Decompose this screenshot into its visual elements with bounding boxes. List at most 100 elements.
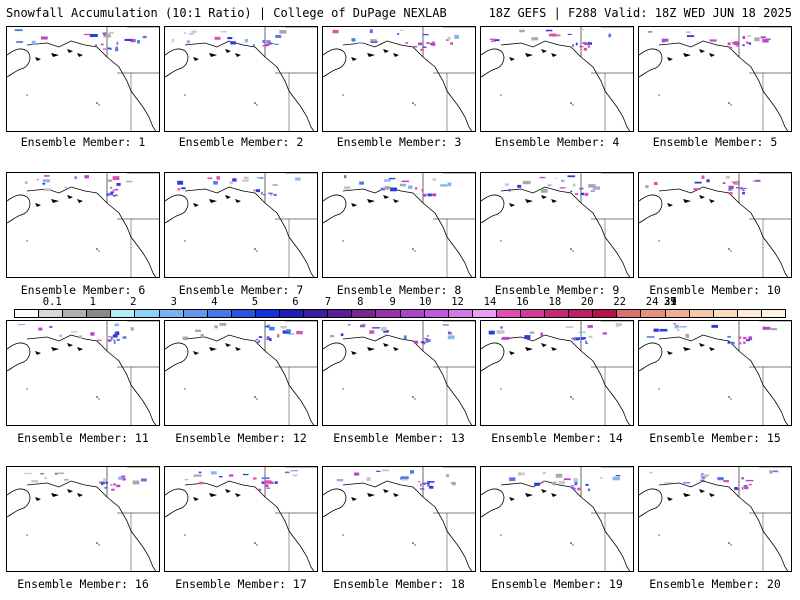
header: Snowfall Accumulation (10:1 Ratio) | Col… [0, 0, 800, 22]
ensemble-member-label: Ensemble Member: 8 [336, 283, 462, 297]
colorbar-segment [448, 310, 473, 317]
colorbar-labels: 0.1 1 2 3 4 5 6 7 8 9 10 12 14 16 18 20 22 24 27 31 35 39 [14, 296, 786, 309]
colorbar-segment [207, 310, 232, 317]
ensemble-map-9 [480, 172, 634, 278]
colorbar-segment [159, 310, 184, 317]
colorbar-segment [496, 310, 521, 317]
colorbar-segment [641, 310, 666, 317]
colorbar-segment [424, 310, 449, 317]
colorbar-tick-label: 0.1 [42, 296, 62, 308]
colorbar-segment [737, 310, 762, 317]
colorbar-tick-label: 7 [324, 296, 332, 308]
colorbar-segment [63, 310, 88, 317]
colorbar-tick-label: 4 [211, 296, 218, 308]
colorbar-segment [545, 310, 570, 317]
colorbar-tick-label: 22 [613, 296, 626, 308]
ensemble-member-label: Ensemble Member: 18 [333, 577, 465, 591]
ensemble-map-15 [638, 320, 792, 426]
ensemble-member-label: Ensemble Member: 16 [17, 577, 149, 591]
colorbar-tick-label: 3 [170, 296, 178, 308]
model-valid-time: 18Z GEFS | F288 Valid: 18Z WED JUN 18 20… [488, 6, 792, 20]
ensemble-map-20 [638, 466, 792, 572]
ensemble-member-label: Ensemble Member: 6 [20, 283, 146, 297]
colorbar-segment [328, 310, 353, 317]
colorbar-tick-label: 10 [418, 296, 432, 308]
colorbar-tick-label: 8 [357, 296, 364, 308]
ensemble-member-label: Ensemble Member: 20 [649, 577, 781, 591]
ensemble-map-17 [164, 466, 318, 572]
ensemble-map-19 [480, 466, 634, 572]
ensemble-member-label: Ensemble Member: 15 [649, 431, 781, 445]
colorbar-segment [280, 310, 305, 317]
snowfall-colorbar [14, 309, 786, 318]
ensemble-member-label: Ensemble Member: 19 [491, 577, 623, 591]
colorbar-segment [569, 310, 594, 317]
ensemble-map-14 [480, 320, 634, 426]
colorbar-tick-label: 27 [664, 296, 677, 308]
colorbar-tick-label: 9 [389, 296, 396, 308]
colorbar-segment [111, 310, 136, 317]
ensemble-map-18 [322, 466, 476, 572]
ensemble-map-16 [6, 466, 160, 572]
ensemble-map-7 [164, 172, 318, 278]
colorbar-tick-label: 14 [483, 296, 497, 308]
colorbar-tick-label: 12 [451, 296, 464, 308]
colorbar-tick-label: 6 [292, 296, 299, 308]
ensemble-map-10 [638, 172, 792, 278]
ensemble-member-label: Ensemble Member: 7 [178, 283, 304, 297]
colorbar-segment [665, 310, 690, 317]
ensemble-member-label: Ensemble Member: 9 [494, 283, 620, 297]
colorbar-tick-label: 20 [580, 296, 594, 308]
colorbar-segment [39, 310, 64, 317]
ensemble-member-label: Ensemble Member: 1 [20, 135, 146, 149]
colorbar-tick-label: 1 [89, 296, 96, 308]
colorbar-tick-label: 31 [664, 296, 677, 308]
colorbar-tick-label: 18 [548, 296, 562, 308]
ensemble-member-label: Ensemble Member: 3 [336, 135, 462, 149]
ensemble-map-2 [164, 26, 318, 132]
ensemble-member-label: Ensemble Member: 5 [652, 135, 778, 149]
colorbar-segment [400, 310, 425, 317]
ensemble-member-label: Ensemble Member: 2 [178, 135, 304, 149]
ensemble-member-label: Ensemble Member: 17 [175, 577, 307, 591]
colorbar-segment [352, 310, 377, 317]
colorbar-segment [472, 310, 497, 317]
ensemble-map-3 [322, 26, 476, 132]
ensemble-map-13 [322, 320, 476, 426]
ensemble-map-4 [480, 26, 634, 132]
colorbar-segment [593, 310, 618, 317]
ensemble-map-6 [6, 172, 160, 278]
ensemble-member-label: Ensemble Member: 10 [649, 283, 781, 297]
colorbar-segment [617, 310, 642, 317]
ensemble-map-8 [322, 172, 476, 278]
colorbar-tick-label: 39 [664, 296, 677, 308]
colorbar-tick-label: 5 [251, 296, 259, 308]
colorbar-segment [231, 310, 256, 317]
colorbar-segment [135, 310, 160, 317]
colorbar-segment [520, 310, 546, 317]
ensemble-map-5 [638, 26, 792, 132]
ensemble-member-label: Ensemble Member: 4 [494, 135, 620, 149]
map-title: Snowfall Accumulation (10:1 Ratio) | Col… [6, 6, 447, 20]
colorbar-segment [713, 310, 738, 317]
ensemble-member-label: Ensemble Member: 11 [17, 431, 149, 445]
colorbar-tick-label: 35 [664, 296, 677, 308]
colorbar-segment [689, 310, 714, 317]
ensemble-map-1 [6, 26, 160, 132]
colorbar-tick-label: 24 [645, 296, 659, 308]
colorbar-segment [183, 310, 208, 317]
ensemble-member-label: Ensemble Member: 13 [333, 431, 465, 445]
colorbar-tick-label: 2 [130, 296, 137, 308]
colorbar-segment [304, 310, 329, 317]
ensemble-map-12 [164, 320, 318, 426]
colorbar-segment [376, 310, 401, 317]
colorbar-segment [761, 310, 785, 317]
colorbar-tick-label: 16 [516, 296, 529, 308]
ensemble-map-11 [6, 320, 160, 426]
colorbar-segment [15, 310, 40, 317]
colorbar-segment [255, 310, 281, 317]
colorbar-segment [87, 310, 112, 317]
ensemble-member-label: Ensemble Member: 14 [491, 431, 623, 445]
ensemble-member-label: Ensemble Member: 12 [175, 431, 307, 445]
